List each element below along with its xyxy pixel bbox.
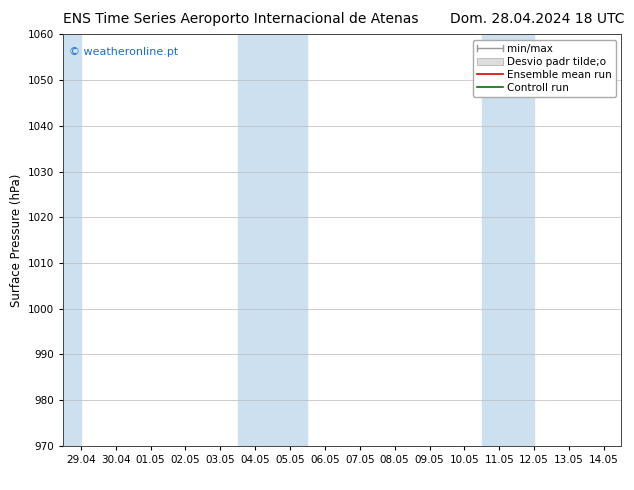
Bar — [63, 34, 81, 446]
Bar — [238, 34, 307, 446]
Bar — [482, 34, 534, 446]
Text: © weatheronline.pt: © weatheronline.pt — [69, 47, 178, 57]
Text: ENS Time Series Aeroporto Internacional de Atenas: ENS Time Series Aeroporto Internacional … — [63, 12, 419, 26]
Y-axis label: Surface Pressure (hPa): Surface Pressure (hPa) — [10, 173, 23, 307]
Legend: min/max, Desvio padr tilde;o, Ensemble mean run, Controll run: min/max, Desvio padr tilde;o, Ensemble m… — [473, 40, 616, 97]
Text: Dom. 28.04.2024 18 UTC: Dom. 28.04.2024 18 UTC — [450, 12, 624, 26]
